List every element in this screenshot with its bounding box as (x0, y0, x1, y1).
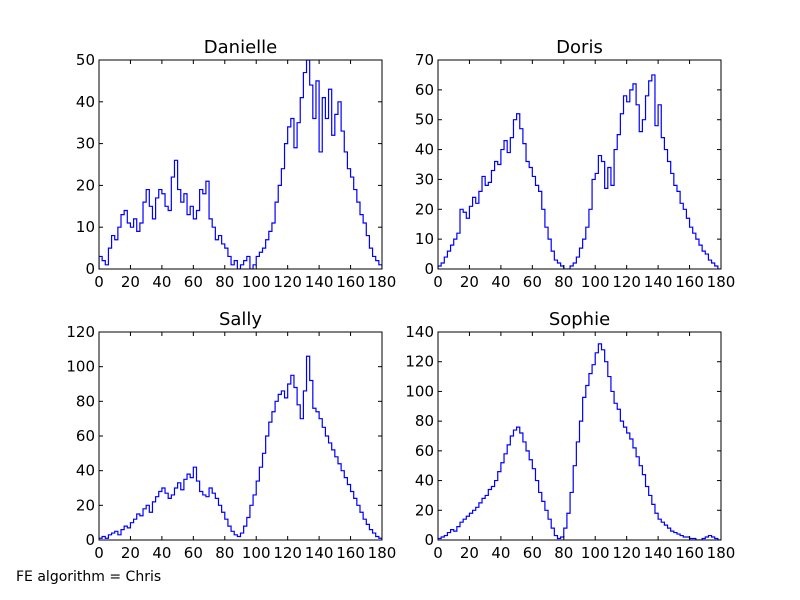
y-tick-label: 10 (76, 218, 95, 236)
x-tick-label: 40 (152, 544, 171, 562)
x-tick-label: 0 (94, 544, 104, 562)
y-tick-label: 120 (405, 353, 434, 371)
axes-frame (437, 59, 722, 270)
histogram-series (438, 74, 721, 269)
y-tick-label: 120 (66, 323, 95, 341)
x-tick-label: 20 (460, 544, 479, 562)
histogram-series (438, 343, 721, 540)
y-tick-label: 50 (76, 51, 95, 69)
y-tick-label: 50 (415, 111, 434, 129)
y-tick-label: 60 (415, 442, 434, 460)
histogram-series (99, 60, 382, 269)
y-tick-label: 80 (76, 392, 95, 410)
y-tick-label: 70 (415, 51, 434, 69)
x-tick-label: 120 (273, 544, 302, 562)
y-tick-label: 40 (76, 462, 95, 480)
x-tick-label: 60 (523, 544, 542, 562)
x-tick-label: 140 (305, 544, 334, 562)
x-tick-label: 40 (491, 273, 510, 291)
x-tick-label: 20 (121, 544, 140, 562)
x-tick-label: 160 (336, 544, 365, 562)
x-tick-label: 60 (184, 544, 203, 562)
subplot-danielle: Danielle 0 20 40 60 80 100 120 140 160 180 0 10 20 30 4… (76, 37, 396, 291)
x-tick-label: 100 (242, 273, 271, 291)
x-tick-label: 0 (433, 273, 443, 291)
x-tick-label: 100 (242, 544, 271, 562)
y-tick-label: 100 (66, 358, 95, 376)
y-tick-label: 30 (415, 170, 434, 188)
y-tick-label: 20 (415, 200, 434, 218)
y-tick-label: 40 (76, 93, 95, 111)
x-tick-label: 80 (215, 544, 234, 562)
y-tick-label: 80 (415, 412, 434, 430)
x-tick-label: 40 (152, 273, 171, 291)
y-tick-label: 60 (76, 427, 95, 445)
axes-frame (437, 331, 722, 541)
y-tick-label: 20 (76, 496, 95, 514)
axes-frame (98, 59, 383, 270)
y-tick-label: 0 (424, 260, 434, 278)
subplot-title: Sophie (549, 309, 610, 330)
y-tick-label: 100 (405, 382, 434, 400)
x-tick-label: 60 (184, 273, 203, 291)
x-tick-label: 180 (368, 544, 397, 562)
subplot-doris: Doris 0 20 40 60 80 100 120 140 160 180 0 10 20 30 40 50… (415, 37, 735, 291)
y-tick-label: 140 (405, 323, 434, 341)
x-tick-label: 80 (554, 544, 573, 562)
y-tick-label: 20 (415, 501, 434, 519)
y-tick-label: 10 (415, 230, 434, 248)
x-tick-label: 20 (460, 273, 479, 291)
x-tick-label: 140 (644, 273, 673, 291)
subplot-title: Sally (219, 309, 262, 330)
y-tick-label: 30 (76, 135, 95, 153)
x-tick-label: 100 (581, 544, 610, 562)
x-tick-label: 120 (612, 544, 641, 562)
y-tick-label: 40 (415, 472, 434, 490)
x-tick-label: 160 (336, 273, 365, 291)
x-tick-label: 120 (612, 273, 641, 291)
x-tick-label: 0 (94, 273, 104, 291)
x-tick-label: 180 (707, 273, 736, 291)
x-tick-label: 160 (675, 544, 704, 562)
footer-annotation: FE algorithm = Chris (16, 569, 162, 585)
y-tick-label: 0 (424, 531, 434, 549)
x-tick-label: 20 (121, 273, 140, 291)
x-tick-label: 40 (491, 544, 510, 562)
x-tick-label: 80 (554, 273, 573, 291)
y-tick-label: 60 (415, 81, 434, 99)
x-tick-label: 140 (644, 544, 673, 562)
x-tick-label: 180 (707, 544, 736, 562)
y-tick-label: 40 (415, 141, 434, 159)
x-tick-label: 140 (305, 273, 334, 291)
histogram-series (99, 355, 382, 540)
x-tick-label: 80 (215, 273, 234, 291)
x-tick-label: 100 (581, 273, 610, 291)
x-tick-label: 0 (433, 544, 443, 562)
x-tick-label: 180 (368, 273, 397, 291)
y-tick-label: 0 (85, 260, 95, 278)
x-tick-label: 160 (675, 273, 704, 291)
subplot-title: Doris (556, 37, 603, 58)
axes-frame (98, 331, 383, 541)
y-tick-label: 0 (85, 531, 95, 549)
y-tick-label: 20 (76, 176, 95, 194)
x-tick-label: 120 (273, 273, 302, 291)
subplot-title: Danielle (204, 37, 277, 58)
x-tick-label: 60 (523, 273, 542, 291)
